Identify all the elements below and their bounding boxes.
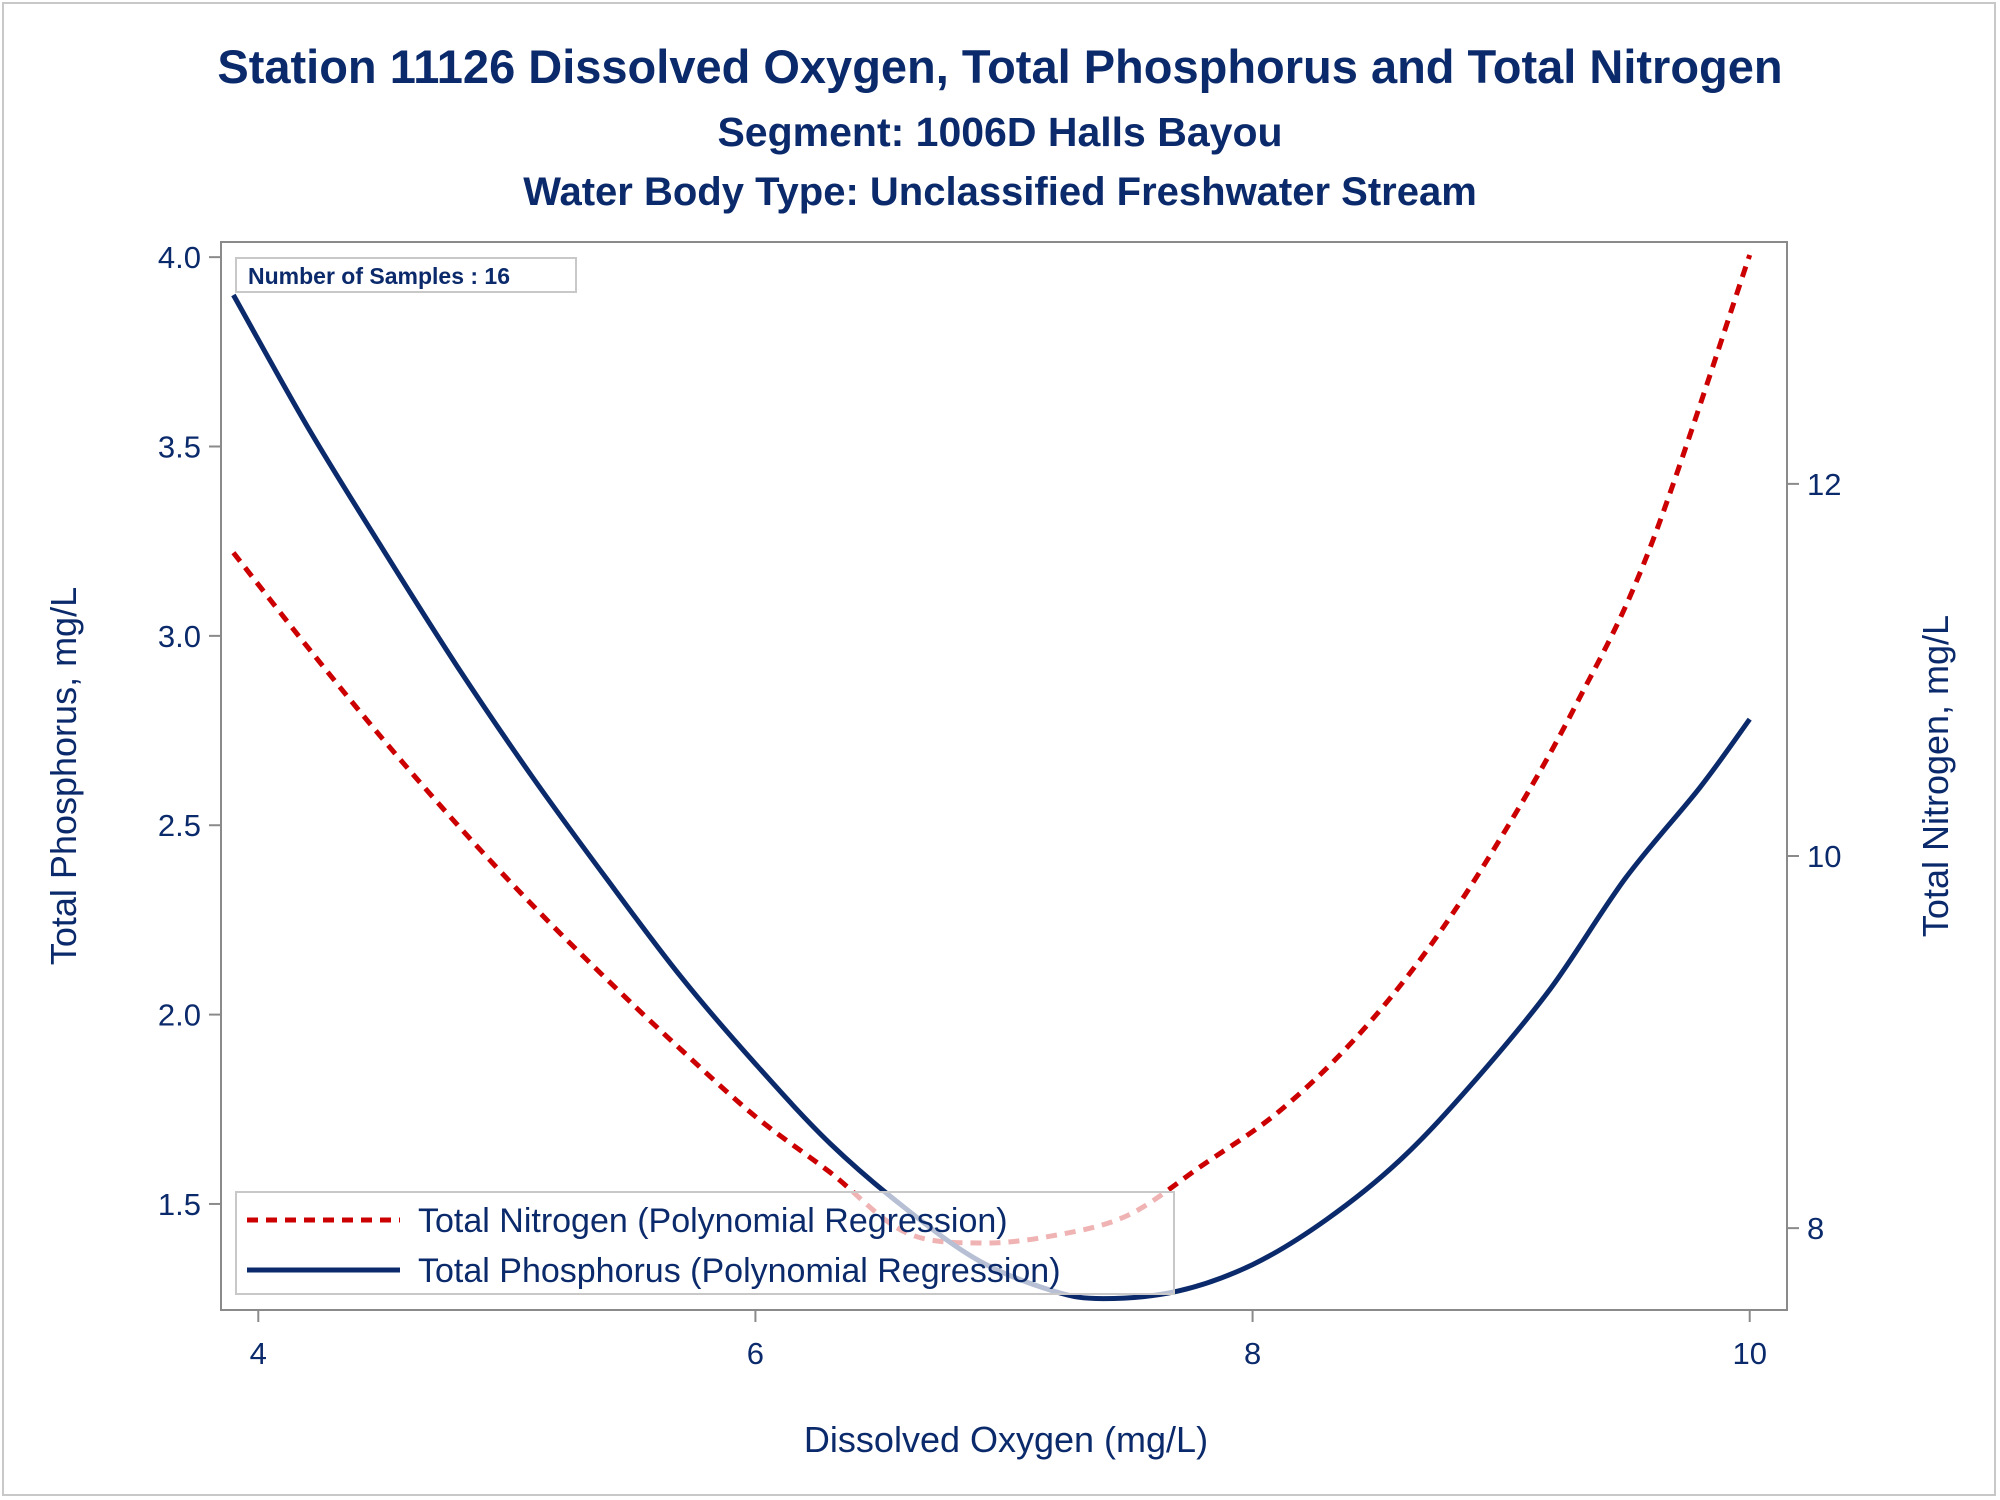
legend-box <box>235 1191 1175 1295</box>
series-layer <box>231 254 1753 1302</box>
chart-subtitle-2: Water Body Type: Unclassified Freshwater… <box>523 170 1477 214</box>
chart-title: Station 11126 Dissolved Oxygen, Total Ph… <box>217 40 1782 93</box>
x-tick-label: 10 <box>1732 1336 1766 1371</box>
x-tick-label: 8 <box>1244 1336 1261 1371</box>
y-tick-label: 3.0 <box>158 619 201 654</box>
x-axis-ticks: 4 6 8 10 <box>250 1310 1767 1371</box>
x-tick-label: 4 <box>250 1336 267 1371</box>
legend-label-nitrogen: Total Nitrogen (Polynomial Regression) <box>418 1202 1008 1240</box>
sample-count-label: Number of Samples : 16 <box>248 263 510 289</box>
series-line-total-phosphorus <box>231 293 1752 1302</box>
plot-area <box>220 241 1788 1311</box>
x-tick-label: 6 <box>747 1336 764 1371</box>
series-line-total-nitrogen <box>231 254 1753 1246</box>
y2-axis-ticks: 8 10 12 <box>1787 467 1841 1246</box>
y-tick-label: 1.5 <box>158 1187 201 1222</box>
x-axis-label: Dissolved Oxygen (mg/L) <box>804 1419 1208 1460</box>
y-tick-label: 3.5 <box>158 430 201 465</box>
sample-count-box <box>235 257 577 293</box>
y-tick-label: 4.0 <box>158 240 201 275</box>
y-axis-ticks: 1.5 2.0 2.5 3.0 3.5 4.0 <box>158 240 221 1222</box>
y2-axis-label: Total Nitrogen, mg/L <box>1915 615 1956 937</box>
legend-label-phosphorus: Total Phosphorus (Polynomial Regression) <box>418 1252 1061 1290</box>
chart-subtitle: Segment: 1006D Halls Bayou <box>717 109 1282 155</box>
y-tick-label: 2.0 <box>158 998 201 1033</box>
legend: Total Nitrogen (Polynomial Regression) T… <box>235 1191 1175 1295</box>
y-axis-label: Total Phosphorus, mg/L <box>43 587 84 965</box>
y-tick-label: 2.5 <box>158 808 201 843</box>
y2-tick-label: 8 <box>1807 1211 1824 1246</box>
y2-tick-label: 12 <box>1807 467 1841 502</box>
y2-tick-label: 10 <box>1807 839 1841 874</box>
